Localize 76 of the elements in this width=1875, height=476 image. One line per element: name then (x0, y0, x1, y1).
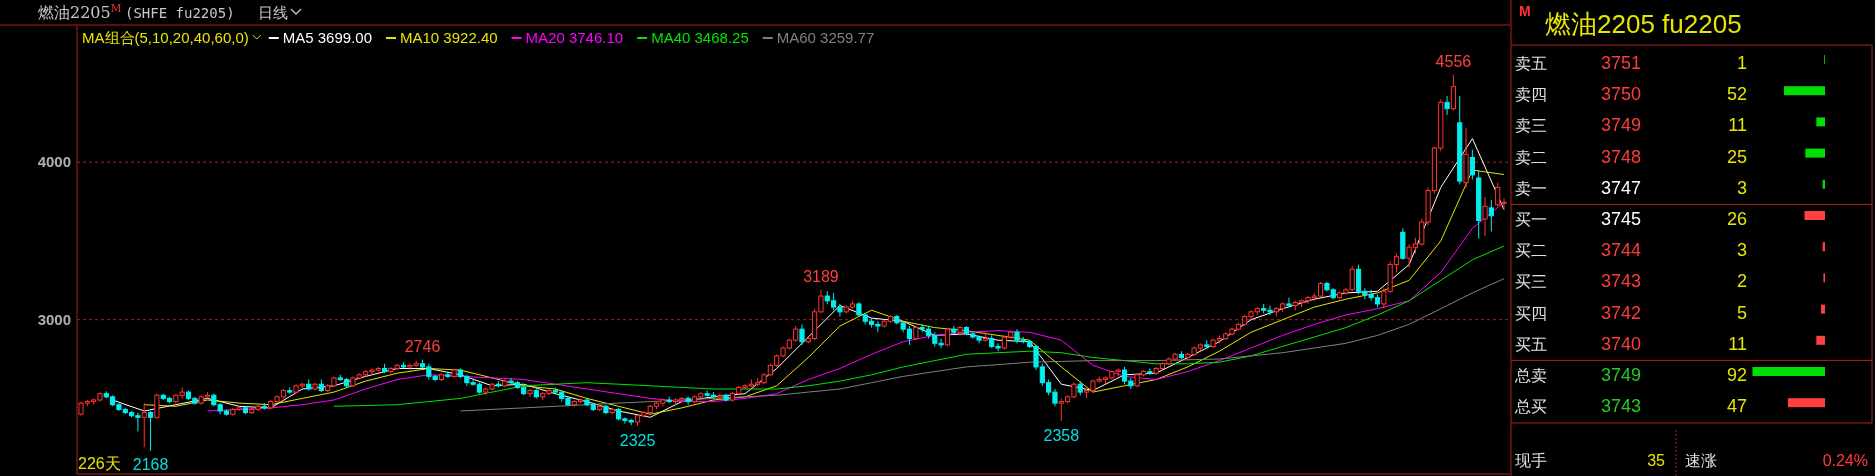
candlestick (154, 393, 160, 420)
category-label: 卖三 (1515, 117, 1547, 135)
category-label: 买三 (1515, 273, 1547, 291)
data-label: 3751 (1601, 53, 1642, 73)
candlestick (1482, 196, 1488, 237)
annotation: 2358 (1043, 426, 1080, 444)
text: 35 (1647, 452, 1666, 469)
annotation: 3189 (803, 267, 839, 285)
annotation: 226天 (78, 455, 121, 472)
line-series (333, 245, 1505, 407)
candlestick (1286, 297, 1292, 308)
text: 现手 (1515, 452, 1547, 469)
category-label: 买四 (1515, 304, 1547, 322)
candlestick (799, 323, 805, 346)
candlestick (141, 402, 147, 448)
legend-label: MA10 3922.40 (400, 29, 498, 46)
data-label: 3750 (1601, 84, 1642, 105)
line-series (207, 201, 1505, 412)
category-label: 总买 (1514, 398, 1547, 416)
data-label: 11 (1728, 333, 1747, 354)
category-label: 卖五 (1515, 55, 1547, 72)
category-label: 买二 (1515, 242, 1547, 260)
data-label: 3744 (1601, 240, 1642, 261)
data-label: 3743 (1601, 396, 1642, 417)
text: 日线 (258, 4, 288, 21)
category-label: 买一 (1515, 211, 1547, 228)
category-label: 买五 (1515, 335, 1547, 353)
data-label: 3748 (1601, 146, 1642, 167)
category-label: 卖一 (1515, 179, 1547, 197)
data-label: 3749 (1601, 365, 1642, 385)
text: M (1519, 3, 1531, 19)
candlestick (603, 404, 609, 415)
candlestick (451, 368, 457, 379)
data-label: 11 (1728, 115, 1747, 136)
annotation: 2168 (132, 456, 169, 473)
category-label: 卖二 (1515, 148, 1547, 166)
annotation: 2325 (619, 431, 656, 449)
data-label: 3 (1736, 177, 1747, 198)
data-label: 3747 (1601, 177, 1642, 198)
annotation: 4556 (1435, 52, 1472, 70)
candlestick (957, 325, 963, 336)
data-label: 3743 (1601, 271, 1642, 292)
data-label: 25 (1726, 146, 1747, 167)
data-label: 3740 (1601, 333, 1642, 354)
text: 燃油2205 fu2205 (1545, 9, 1742, 39)
candlestick (723, 393, 729, 403)
legend-label: MA40 3468.25 (651, 29, 749, 46)
data-label: 2 (1736, 271, 1747, 292)
candlestick (312, 382, 318, 392)
data-label: 3 (1736, 240, 1747, 261)
data-label: 52 (1726, 84, 1747, 105)
data-label: 3742 (1601, 302, 1642, 323)
data-label: 1 (1736, 53, 1747, 73)
legend-label: MA20 3746.10 (525, 29, 624, 46)
data-label: 26 (1726, 209, 1747, 229)
data-label: 47 (1726, 396, 1747, 417)
data-label: 3745 (1601, 209, 1642, 229)
candlestick (685, 396, 691, 406)
category-label: 总卖 (1514, 367, 1547, 384)
legend-label: MA5 3699.00 (282, 29, 372, 46)
y-tick-label: 4000 (37, 153, 71, 171)
category-label: 卖四 (1515, 86, 1547, 104)
candlestick (527, 388, 533, 398)
chart-subtitle: (SHFE fu2205) (125, 5, 235, 21)
annotation: 2746 (404, 337, 441, 355)
chart-title: 燃油2205$^{M}$ (38, 2, 122, 22)
data-label: 5 (1736, 302, 1747, 323)
legend-title: MA组合(5,10,20,40,60,0) (82, 29, 249, 46)
data-label: 3749 (1601, 115, 1642, 136)
text: 速涨 (1685, 452, 1717, 469)
data-label: 92 (1726, 365, 1747, 385)
y-tick-label: 3000 (37, 310, 71, 328)
candlestick (1444, 95, 1450, 116)
candlestick (1463, 127, 1469, 188)
legend-label: MA60 3259.77 (776, 29, 875, 46)
text: 0.24% (1822, 452, 1868, 469)
